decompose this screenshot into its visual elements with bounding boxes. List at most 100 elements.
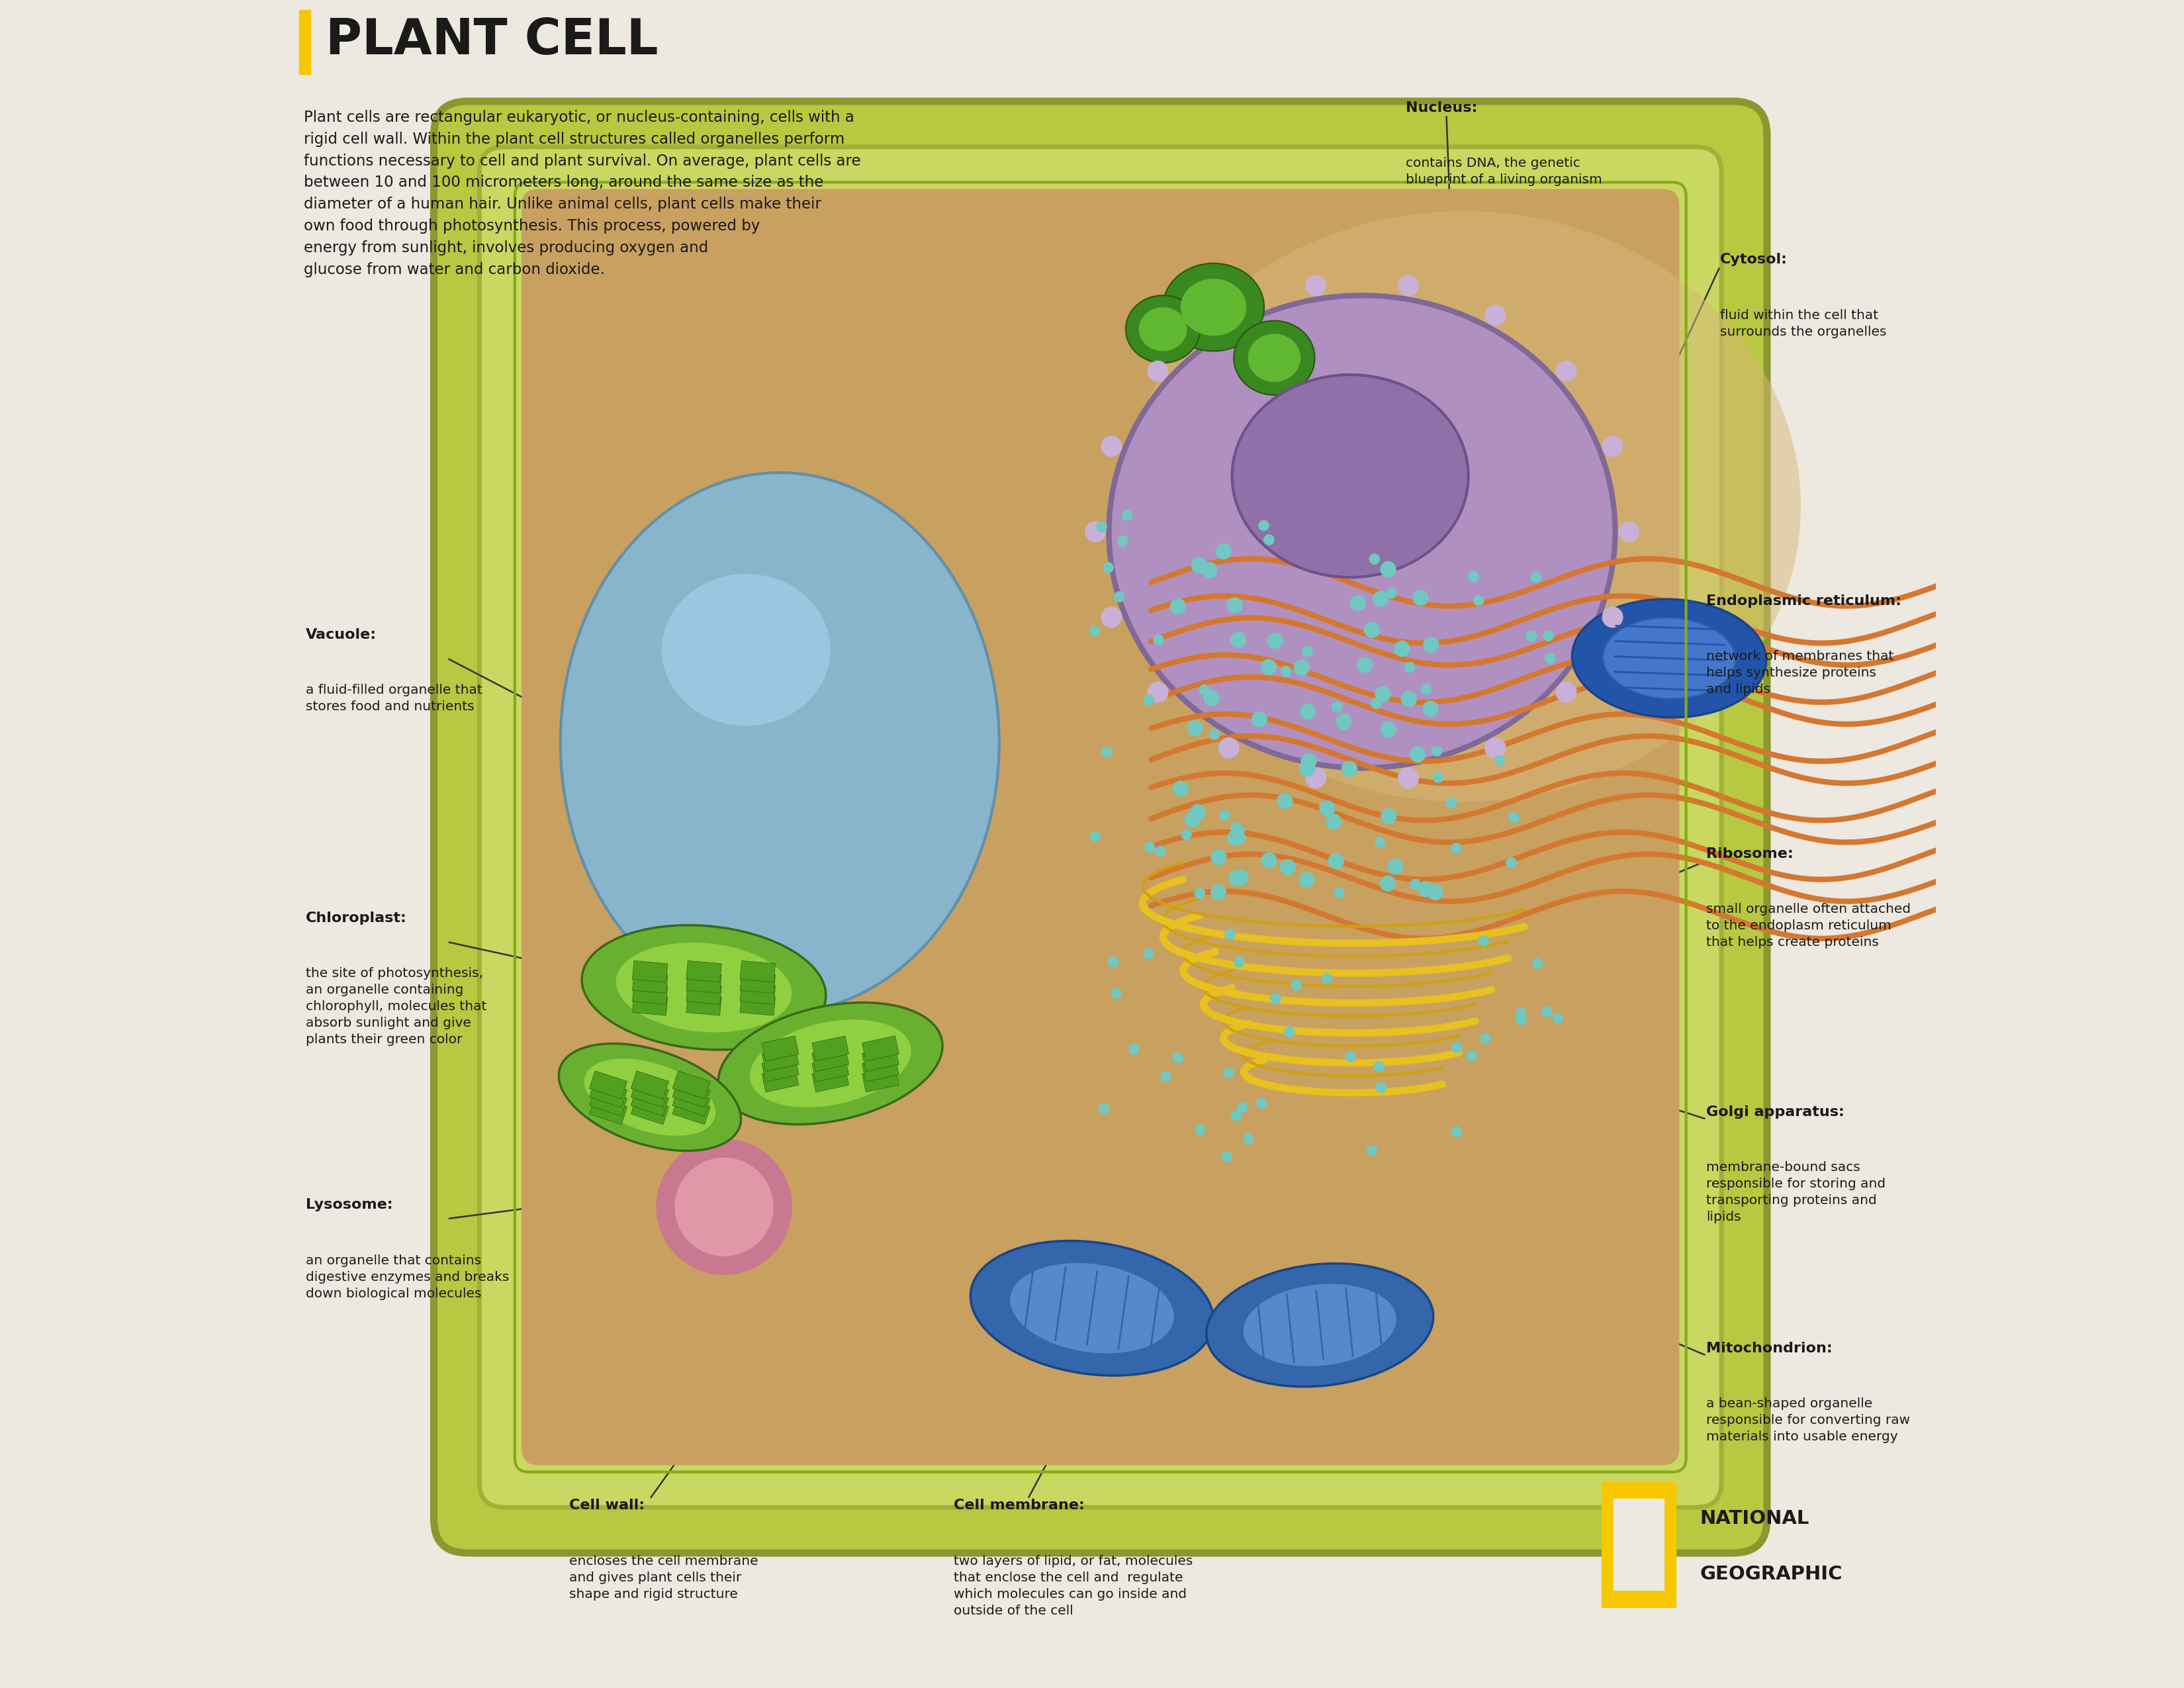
Circle shape — [1267, 633, 1282, 648]
Circle shape — [1544, 631, 1553, 641]
FancyBboxPatch shape — [480, 147, 1721, 1507]
Circle shape — [1345, 1052, 1356, 1062]
Text: an organelle that contains
digestive enzymes and breaks
down biological molecule: an organelle that contains digestive enz… — [306, 1254, 509, 1300]
Circle shape — [1507, 858, 1516, 868]
Circle shape — [1219, 306, 1238, 326]
Ellipse shape — [1603, 618, 1734, 699]
Circle shape — [1216, 544, 1232, 559]
Polygon shape — [740, 994, 775, 1016]
Circle shape — [1402, 692, 1417, 707]
Polygon shape — [863, 1057, 900, 1082]
Bar — [1614, 1499, 1664, 1590]
Polygon shape — [631, 1087, 668, 1116]
Polygon shape — [633, 960, 668, 982]
Circle shape — [1468, 572, 1479, 582]
Ellipse shape — [1243, 1283, 1398, 1367]
Text: GEOGRAPHIC: GEOGRAPHIC — [1699, 1565, 1841, 1583]
Polygon shape — [631, 1079, 668, 1107]
Circle shape — [1365, 623, 1380, 638]
Circle shape — [1531, 572, 1542, 582]
Circle shape — [1452, 1126, 1461, 1136]
Circle shape — [1219, 738, 1238, 758]
Circle shape — [1195, 1124, 1206, 1134]
Ellipse shape — [1232, 375, 1468, 577]
Circle shape — [1404, 662, 1415, 672]
Circle shape — [1299, 873, 1315, 888]
Text: Mitochondrion:: Mitochondrion: — [1706, 1342, 1832, 1355]
Text: Chloroplast:: Chloroplast: — [306, 912, 406, 925]
Text: Endoplasmic reticulum:: Endoplasmic reticulum: — [1706, 594, 1902, 608]
Circle shape — [1387, 859, 1402, 874]
Circle shape — [1295, 660, 1308, 675]
Circle shape — [1350, 596, 1365, 611]
Circle shape — [1424, 636, 1439, 652]
Polygon shape — [812, 1057, 850, 1082]
Polygon shape — [762, 1047, 799, 1072]
Text: membrane-bound sacs
responsible for storing and
transporting proteins and
lipids: membrane-bound sacs responsible for stor… — [1706, 1161, 1885, 1224]
Circle shape — [1516, 1008, 1527, 1018]
Circle shape — [1380, 876, 1396, 891]
Circle shape — [1485, 738, 1505, 758]
Ellipse shape — [1009, 1263, 1175, 1354]
Circle shape — [1232, 822, 1241, 832]
Circle shape — [1153, 635, 1164, 645]
Circle shape — [1446, 797, 1457, 807]
Circle shape — [1260, 660, 1275, 675]
Circle shape — [1557, 682, 1577, 702]
Circle shape — [1230, 633, 1245, 648]
Circle shape — [1428, 885, 1444, 900]
Circle shape — [1123, 510, 1131, 520]
Text: a bean-shaped organelle
responsible for converting raw
materials into usable ene: a bean-shaped organelle responsible for … — [1706, 1398, 1911, 1443]
Circle shape — [1417, 881, 1433, 896]
Circle shape — [1485, 306, 1505, 326]
Ellipse shape — [719, 1003, 943, 1124]
Polygon shape — [633, 994, 668, 1016]
Circle shape — [1251, 712, 1267, 728]
Circle shape — [1413, 591, 1428, 606]
Circle shape — [1210, 729, 1219, 739]
Circle shape — [1096, 522, 1107, 532]
Circle shape — [1341, 761, 1356, 776]
Circle shape — [1219, 810, 1230, 820]
Polygon shape — [673, 1079, 710, 1107]
Text: the site of photosynthesis,
an organelle containing
chlorophyll, molecules that
: the site of photosynthesis, an organelle… — [306, 967, 487, 1047]
Circle shape — [1302, 647, 1313, 657]
Polygon shape — [762, 1057, 799, 1082]
Circle shape — [1144, 695, 1153, 706]
Circle shape — [1450, 842, 1461, 852]
Circle shape — [1376, 687, 1391, 702]
Circle shape — [1190, 805, 1206, 820]
Circle shape — [1356, 657, 1372, 672]
Circle shape — [1234, 957, 1245, 967]
Polygon shape — [590, 1070, 627, 1099]
Polygon shape — [633, 972, 668, 993]
Polygon shape — [863, 1067, 900, 1092]
Circle shape — [1210, 885, 1225, 900]
Polygon shape — [631, 1097, 668, 1124]
Circle shape — [1284, 1026, 1295, 1036]
Circle shape — [1210, 849, 1225, 864]
Circle shape — [1516, 1014, 1527, 1025]
Circle shape — [1376, 1082, 1387, 1092]
Circle shape — [1090, 832, 1101, 842]
Polygon shape — [590, 1087, 627, 1116]
Polygon shape — [863, 1036, 900, 1062]
Ellipse shape — [559, 1043, 740, 1151]
Ellipse shape — [1125, 211, 1802, 802]
Ellipse shape — [1206, 1264, 1433, 1386]
Circle shape — [1367, 1144, 1376, 1155]
Circle shape — [1326, 814, 1341, 829]
Circle shape — [657, 1139, 791, 1274]
Circle shape — [1332, 702, 1343, 712]
Text: Vacuole:: Vacuole: — [306, 628, 376, 641]
Circle shape — [1376, 837, 1385, 847]
Text: fluid within the cell that
surrounds the organelles: fluid within the cell that surrounds the… — [1719, 309, 1887, 338]
Text: contains DNA, the genetic
blueprint of a living organism: contains DNA, the genetic blueprint of a… — [1406, 157, 1603, 186]
Circle shape — [1374, 1062, 1385, 1072]
Ellipse shape — [585, 1058, 716, 1136]
Polygon shape — [686, 982, 721, 1004]
Circle shape — [1302, 753, 1317, 768]
Text: network of membranes that
helps synthesize proteins
and lipids: network of membranes that helps synthesi… — [1706, 650, 1894, 695]
Circle shape — [1509, 812, 1518, 822]
Circle shape — [1090, 626, 1101, 636]
